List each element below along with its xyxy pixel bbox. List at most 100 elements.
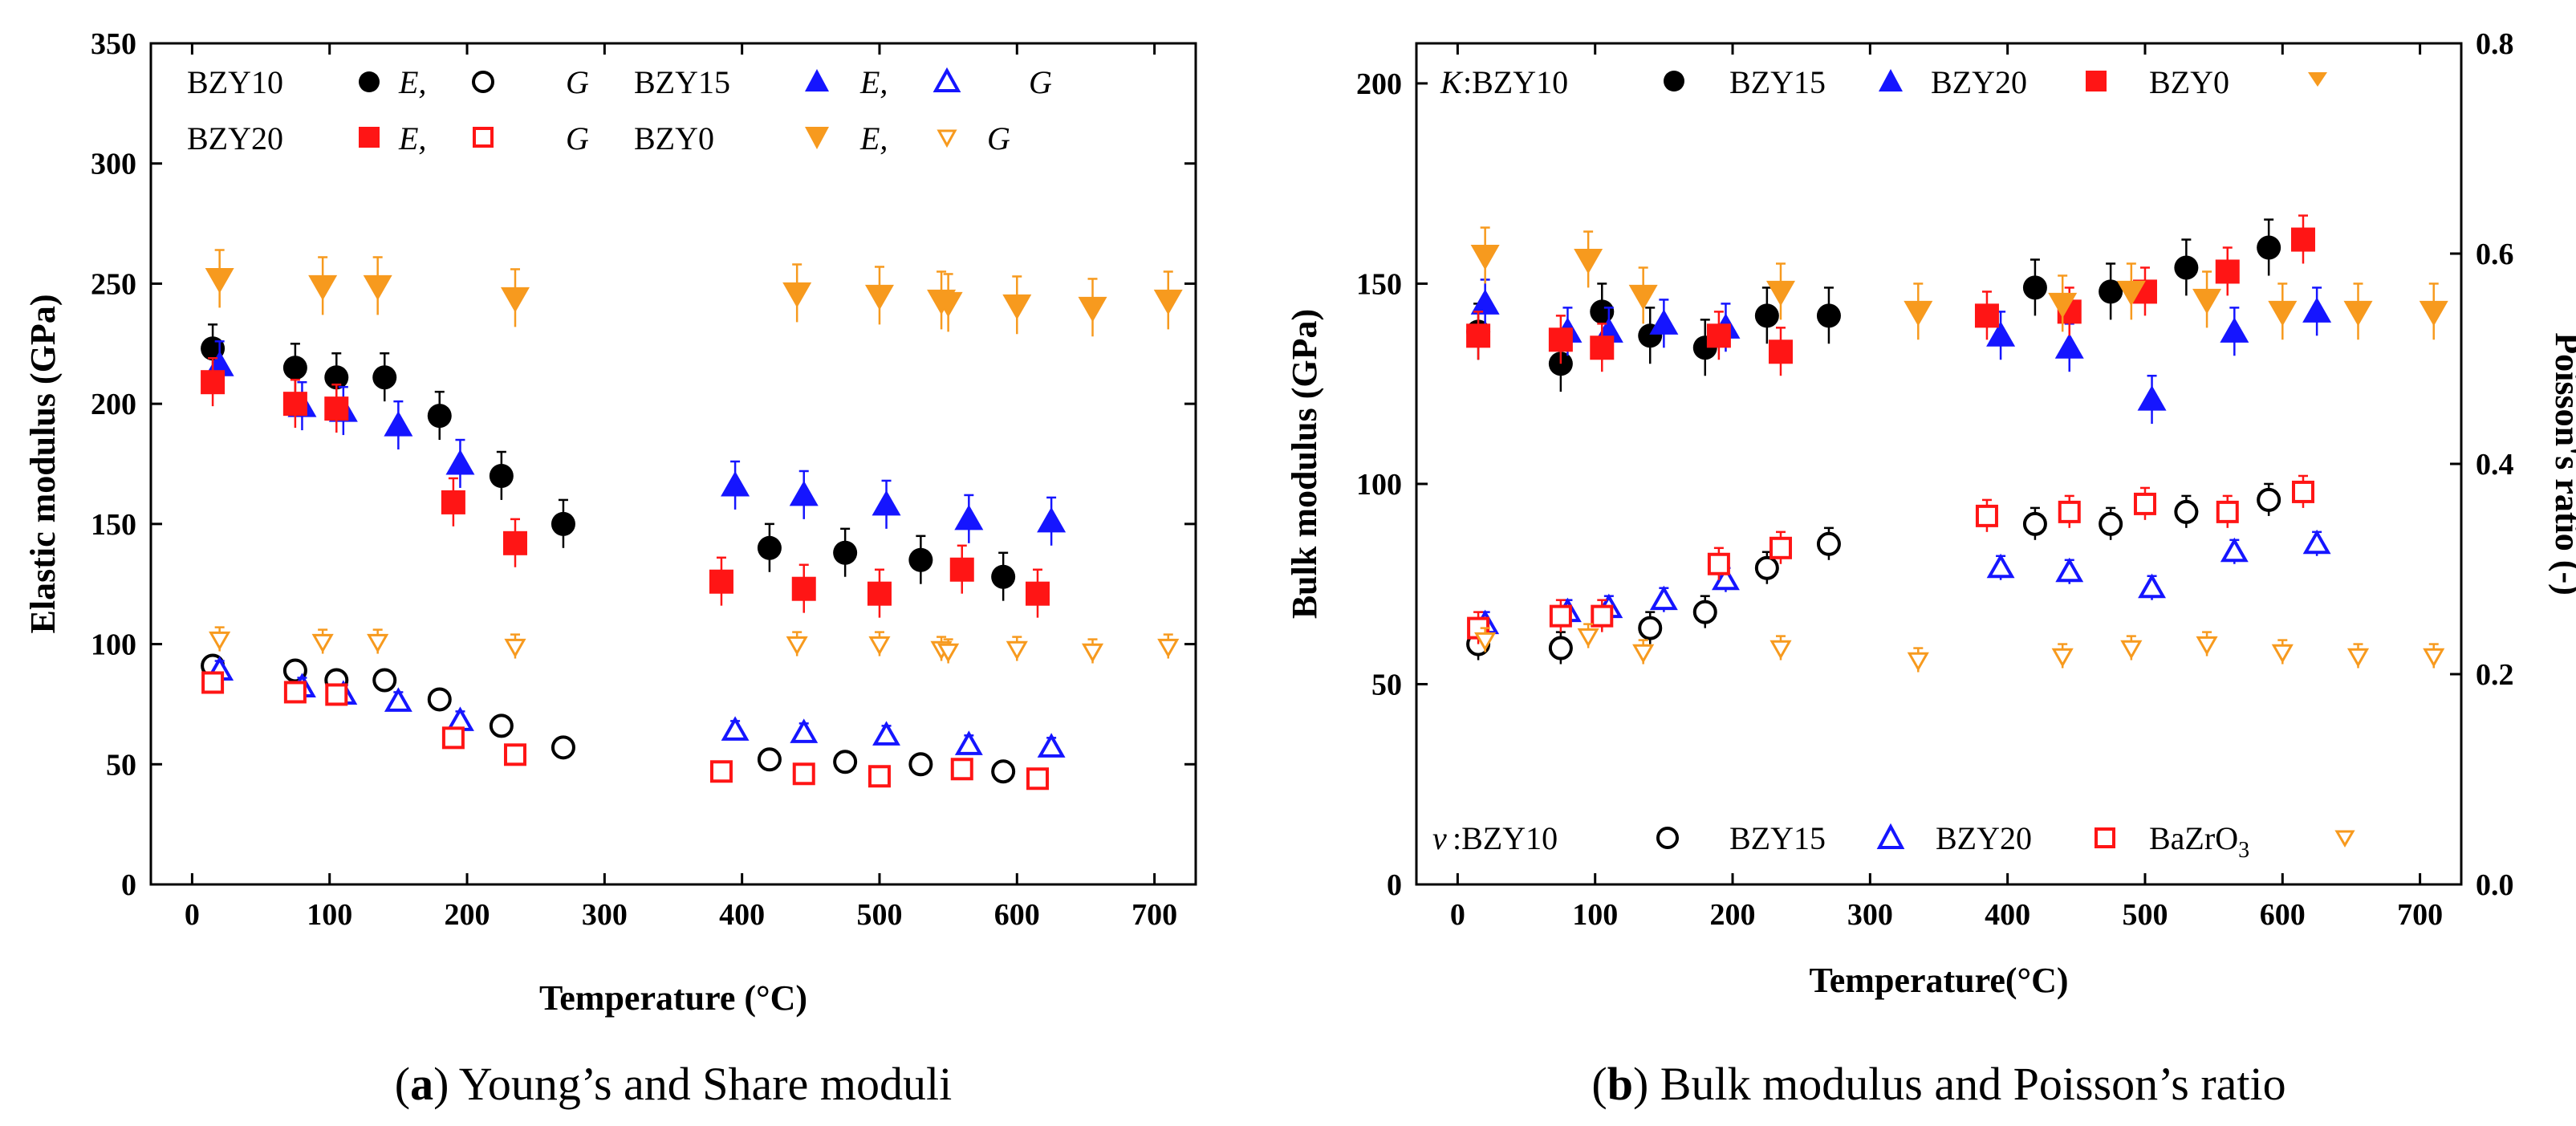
y-tick-label: 100: [91, 628, 136, 662]
point-bzy10-e: [991, 564, 1016, 589]
point-bzy20-g: [441, 726, 465, 750]
point--bzy0: [1474, 632, 1497, 652]
point--bzy0: [1769, 640, 1792, 660]
legend-a-bzy15-e: E,: [859, 64, 888, 100]
point-bzy10-e: [908, 547, 933, 572]
plot-frame-a: [149, 42, 1197, 886]
point-bzy0-e: [1002, 294, 1032, 320]
x-tick-label: 100: [1572, 898, 1618, 932]
point--bzy0: [2120, 640, 2143, 660]
point-k-bzy15: [1649, 309, 1679, 335]
panel-a: 0 100 200 300 400 500 600 700 0 50 100 150 200 250 30…: [23, 27, 1197, 1018]
x-tick-label: 100: [307, 898, 352, 932]
legend-b-k-bzy20-marker: [2086, 71, 2107, 91]
legend-a-bzy15-g-marker: [932, 67, 961, 92]
x-ticks-a: 0 100 200 300 400 500 600 700: [185, 43, 1177, 932]
point--bzy0: [1907, 652, 1929, 672]
legend-a-bzy20-g-marker: [473, 127, 494, 148]
point--bazro3: [2216, 500, 2239, 523]
point-k-bzy0: [2343, 300, 2373, 327]
legend-b-nu-bzy10-marker: [1656, 827, 1679, 849]
legend-a-bzy0: BZY0: [634, 120, 714, 157]
x-tick-label: 200: [1710, 898, 1756, 932]
point-k-bzy0: [1574, 248, 1603, 274]
point-bzy0-g: [504, 638, 526, 658]
point--bazro3: [1591, 604, 1614, 628]
point-bzy20-e: [282, 392, 307, 417]
point--bzy0: [1632, 644, 1655, 664]
legend-b-nu-bzy15-marker: [1876, 823, 1905, 849]
y-axis-label-a: Elastic modulus (GPa): [23, 295, 63, 634]
x-tick-label: 400: [1985, 898, 2030, 932]
point-bzy20-g: [1026, 767, 1049, 791]
point-k-bzy10: [2099, 279, 2123, 304]
legend-b-k-bzy10: :BZY10: [1463, 64, 1568, 100]
plot-frame-b: [1415, 42, 2463, 886]
point-k-bzy0: [1628, 284, 1658, 311]
point--bazro3: [1707, 552, 1730, 575]
point--bzy0: [1577, 628, 1599, 648]
point-bzy15-e: [954, 504, 984, 530]
y-tick-label: 200: [91, 388, 136, 421]
legend-a-bzy10-g-marker: [472, 71, 494, 93]
point--bzy15: [1712, 565, 1740, 591]
legend-a-bzy15: BZY15: [634, 64, 730, 100]
legend-b-k: K :BZY10 BZY15 BZY20 BZY0: [1440, 64, 2327, 100]
y2-tick-label: 0.4: [2476, 448, 2514, 482]
point-bzy20-e: [324, 396, 349, 421]
legend-b-nu-symbol: ν: [1432, 820, 1447, 856]
point-bzy10-g: [489, 713, 514, 738]
y-tick-label: 250: [91, 267, 136, 301]
x-tick-label: 0: [185, 898, 200, 932]
y-tick-label: 150: [1356, 267, 1402, 301]
point-bzy10-g: [833, 750, 858, 774]
y-axis-label-b: Bulk modulus (GPa): [1285, 309, 1324, 619]
point-k-bzy15: [2054, 333, 2084, 359]
legend-a-bzy20-e-marker: [359, 127, 380, 148]
x-axis-label-a: Temperature (°C): [539, 978, 807, 1018]
x-tick-label: 600: [994, 898, 1040, 932]
point-k-bzy15: [2137, 385, 2167, 411]
y2-tick-label: 0.2: [2476, 658, 2514, 692]
point-bzy0-e: [1153, 289, 1183, 315]
legend-a-bzy20-e: E,: [398, 120, 426, 157]
legend-b-nu-bzy15: BZY15: [1729, 820, 1826, 856]
legend-b-nu-bazro3-main: BaZrO: [2149, 820, 2238, 856]
legend-a-bzy20: BZY20: [187, 120, 283, 157]
point-k-bzy0: [2192, 288, 2222, 315]
y-tick-label: 50: [1371, 668, 1402, 701]
point--bzy10: [2099, 511, 2123, 536]
point-k-bzy0: [2048, 292, 2078, 319]
caption-a-text: ) Young’s and Share moduli: [433, 1058, 952, 1110]
point-bzy15-e: [1037, 506, 1067, 533]
point-bzy15-e: [384, 411, 413, 437]
point-bzy10-g: [991, 759, 1016, 784]
x-axis-label-b: Temperature(°C): [1809, 961, 2068, 1000]
point-bzy10-e: [282, 356, 307, 380]
legend-b-k-bzy20: BZY20: [1931, 64, 2027, 100]
legend-b-nu-bzy20: BZY20: [1936, 820, 2032, 856]
point-bzy10-e: [372, 365, 397, 390]
point-bzy10-e: [324, 365, 349, 390]
point-k-bzy10: [2022, 275, 2047, 300]
legend-b-k-bzy15: BZY15: [1729, 64, 1826, 100]
point--bzy10: [1754, 555, 1779, 580]
point-k-bzy20: [1466, 323, 1491, 348]
y2-tick-label: 0.8: [2476, 27, 2514, 61]
point-bzy20-e: [441, 490, 465, 514]
point--bzy0: [2196, 636, 2218, 656]
point-bzy20-e: [502, 530, 527, 555]
point--bzy0: [2423, 648, 2445, 668]
legend-a-bzy0-e-marker: [805, 127, 829, 149]
y2-tick-label: 0.6: [2476, 238, 2514, 271]
point-k-bzy10: [1816, 303, 1841, 328]
caption-b-letter: b: [1607, 1058, 1633, 1110]
point-bzy10-g: [372, 668, 397, 693]
legend-a-bzy10: BZY10: [187, 64, 283, 100]
point-k-bzy20: [1548, 327, 1573, 352]
point-k-bzy10: [2174, 255, 2199, 280]
point--bzy10: [1638, 616, 1663, 640]
point-bzy0-g: [209, 631, 231, 651]
point-bzy20-g: [950, 758, 973, 781]
